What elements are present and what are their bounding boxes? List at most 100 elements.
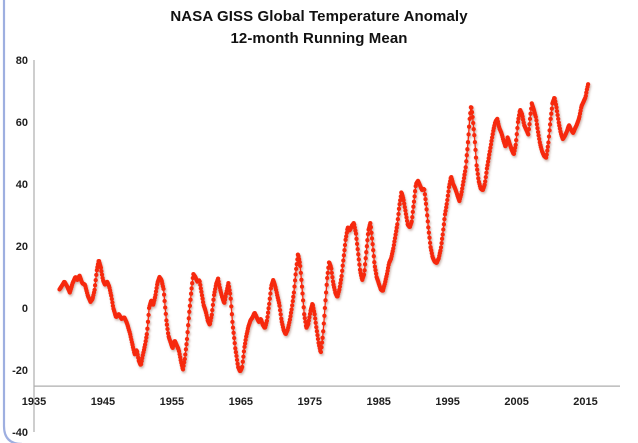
data-point-marker xyxy=(544,152,549,157)
data-point-marker xyxy=(165,331,171,336)
data-point-marker xyxy=(322,305,328,311)
data-point-marker xyxy=(473,155,479,160)
data-point-marker xyxy=(398,198,403,203)
data-point-marker xyxy=(231,330,236,335)
data-point-marker xyxy=(442,212,448,217)
data-point-marker xyxy=(356,252,361,257)
data-point-marker xyxy=(471,126,476,132)
data-point-marker xyxy=(534,118,539,123)
data-point-marker xyxy=(471,120,476,126)
data-point-marker xyxy=(459,189,464,195)
data-point-marker xyxy=(288,314,293,319)
data-point-marker xyxy=(466,132,471,137)
data-point-marker xyxy=(361,272,367,277)
data-point-marker xyxy=(182,360,187,365)
data-point-marker xyxy=(266,306,271,311)
data-point-marker xyxy=(425,219,430,224)
data-point-marker xyxy=(475,171,480,177)
data-point-marker xyxy=(338,281,343,286)
data-point-marker xyxy=(341,258,346,263)
data-point-marker xyxy=(324,282,329,287)
data-point-marker xyxy=(371,254,376,259)
data-point-marker xyxy=(314,329,320,334)
data-point-marker xyxy=(583,93,588,99)
data-point-marker xyxy=(211,297,216,302)
data-point-marker xyxy=(556,116,561,122)
window-frame-border xyxy=(2,0,23,443)
data-point-marker xyxy=(446,189,451,194)
data-point-marker xyxy=(184,336,190,342)
data-point-marker xyxy=(190,281,195,286)
data-point-marker xyxy=(302,312,307,317)
data-point-marker xyxy=(535,129,541,135)
data-point-marker xyxy=(483,174,488,180)
data-point-marker xyxy=(243,337,248,343)
data-point-marker xyxy=(323,298,328,303)
data-point-marker xyxy=(279,316,284,321)
data-point-marker xyxy=(462,172,467,177)
data-point-marker xyxy=(549,106,555,111)
data-point-marker xyxy=(343,237,348,242)
data-point-marker xyxy=(488,142,494,147)
data-point-marker xyxy=(307,311,313,317)
data-point-marker xyxy=(337,284,343,289)
data-point-marker xyxy=(534,122,540,127)
data-point-marker xyxy=(299,277,304,282)
data-point-marker xyxy=(290,298,295,304)
data-point-marker xyxy=(487,152,492,157)
data-point-marker xyxy=(199,289,204,294)
data-point-marker xyxy=(297,260,302,265)
data-point-marker xyxy=(188,291,194,296)
data-point-marker xyxy=(427,235,432,240)
data-point-marker xyxy=(240,364,245,370)
data-point-marker xyxy=(234,353,239,359)
data-point-marker xyxy=(372,264,378,269)
data-point-marker xyxy=(473,147,478,153)
data-point-marker xyxy=(153,292,158,298)
data-point-marker xyxy=(527,116,533,122)
data-point-marker xyxy=(469,110,475,115)
data-point-marker xyxy=(353,231,359,236)
data-point-marker xyxy=(330,279,336,284)
data-point-marker xyxy=(402,201,407,206)
data-point-marker xyxy=(183,352,188,357)
data-point-marker xyxy=(161,286,166,292)
y-tick-label: 60 xyxy=(16,117,28,129)
data-point-marker xyxy=(365,231,371,237)
data-point-marker xyxy=(290,303,295,308)
data-point-marker xyxy=(403,208,408,213)
data-point-marker xyxy=(546,134,552,139)
data-point-marker xyxy=(154,285,159,291)
data-point-marker xyxy=(344,230,349,236)
data-point-marker xyxy=(242,344,247,350)
chart-title: NASA GISS Global Temperature Anomaly 12-… xyxy=(0,6,638,50)
data-point-marker xyxy=(321,321,326,326)
data-point-marker xyxy=(289,307,294,312)
data-point-marker xyxy=(163,311,168,317)
data-point-marker xyxy=(464,159,469,164)
data-point-marker xyxy=(209,312,214,317)
data-point-marker xyxy=(483,179,488,184)
data-point-marker xyxy=(264,318,270,323)
data-point-marker xyxy=(234,357,240,363)
data-point-marker xyxy=(363,256,368,261)
data-point-marker xyxy=(392,235,398,241)
data-point-marker xyxy=(465,140,471,145)
data-point-marker xyxy=(536,133,541,138)
data-point-marker xyxy=(489,138,494,144)
data-point-marker xyxy=(412,194,417,199)
data-point-marker xyxy=(547,122,553,127)
data-point-marker xyxy=(472,132,477,138)
data-point-marker xyxy=(411,204,416,209)
data-point-marker xyxy=(355,246,360,252)
data-point-marker xyxy=(323,290,329,295)
data-point-marker xyxy=(372,260,377,265)
data-point-marker xyxy=(307,315,312,320)
data-point-marker xyxy=(198,286,203,291)
x-tick-label: 1965 xyxy=(229,396,253,408)
data-point-marker xyxy=(240,359,245,364)
data-point-marker xyxy=(162,298,167,304)
data-point-marker xyxy=(144,332,149,337)
data-point-marker xyxy=(394,229,399,234)
data-point-marker xyxy=(424,207,429,212)
